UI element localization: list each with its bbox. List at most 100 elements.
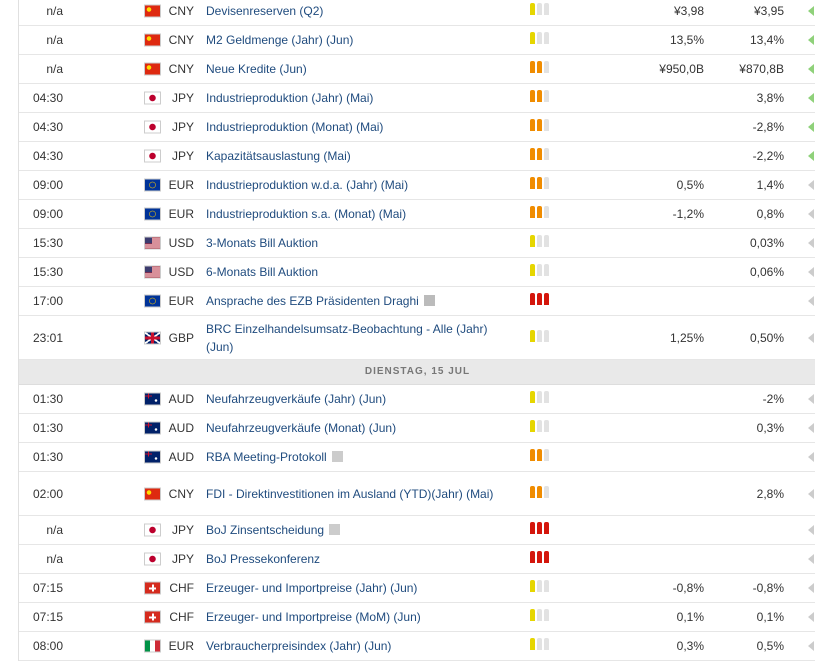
currency: JPY bbox=[171, 120, 194, 134]
event-name[interactable]: RBA Meeting-Protokoll bbox=[206, 448, 511, 466]
event-name[interactable]: 6-Monats Bill Auktion bbox=[206, 265, 319, 279]
forecast: 1,25% bbox=[669, 330, 704, 345]
event-name[interactable]: Kapazitätsauslastung (Mai) bbox=[206, 149, 351, 163]
importance-mark bbox=[530, 580, 535, 595]
previous: 0,06% bbox=[749, 265, 784, 279]
event-name[interactable]: FDI - Direktinvestitionen im Ausland (YT… bbox=[206, 486, 494, 501]
event-row: 02:00 CNY FDI - Direktinvestitionen im Aus… bbox=[19, 472, 815, 516]
previous: -0,8% bbox=[752, 581, 784, 595]
forecast: -0,8% bbox=[672, 581, 704, 595]
event-name[interactable]: Verbraucherpreisindex (Jahr) (Jun) bbox=[206, 639, 392, 653]
event-name[interactable]: Devisenreserven (Q2) bbox=[206, 4, 324, 18]
previous: ¥3,95 bbox=[753, 4, 784, 18]
row-arrow[interactable] bbox=[808, 122, 814, 132]
flag-icon bbox=[145, 34, 160, 46]
event-row: n/a JPY BoJ Pressekonferenz bbox=[19, 545, 815, 574]
time: 01:30 bbox=[32, 392, 63, 406]
importance bbox=[530, 609, 554, 625]
row-arrow[interactable] bbox=[808, 296, 814, 306]
importance bbox=[530, 449, 554, 465]
calendar-table: n/a CNY Devisenreserven (Q2) ¥3,98 ¥3,95 n/a C… bbox=[18, 0, 815, 661]
importance-mark bbox=[537, 391, 542, 406]
row-arrow[interactable] bbox=[808, 151, 814, 161]
event-name[interactable]: BRC Einzelhandelsumsatz-Beobachtung - Al… bbox=[206, 321, 488, 354]
row-arrow[interactable] bbox=[808, 488, 814, 499]
event-name[interactable]: Ansprache des EZB Präsidenten Draghi bbox=[206, 292, 511, 310]
time: 09:00 bbox=[32, 178, 63, 192]
event-name[interactable]: M2 Geldmenge (Jahr) (Jun) bbox=[206, 33, 354, 47]
importance-mark bbox=[537, 522, 542, 537]
importance-mark bbox=[544, 32, 549, 47]
row-arrow[interactable] bbox=[808, 554, 814, 564]
event-name[interactable]: BoJ Pressekonferenz bbox=[206, 552, 321, 566]
row-arrow[interactable] bbox=[808, 6, 814, 16]
importance-mark bbox=[537, 235, 542, 250]
importance-mark bbox=[537, 638, 542, 653]
importance-mark bbox=[537, 420, 542, 435]
event-name[interactable]: Erzeuger- und Importpreise (MoM) (Jun) bbox=[206, 610, 421, 624]
event-name[interactable]: 3-Monats Bill Auktion bbox=[206, 236, 319, 250]
row-arrow[interactable] bbox=[808, 641, 814, 651]
event-name[interactable]: Neue Kredite (Jun) bbox=[206, 62, 307, 76]
event-row: n/a CNY Devisenreserven (Q2) ¥3,98 ¥3,95 bbox=[19, 0, 815, 26]
importance-mark bbox=[530, 420, 535, 435]
flag-icon bbox=[145, 524, 160, 536]
importance-mark bbox=[544, 609, 549, 624]
event-row: 09:00 EUR Industrieproduktion w.d.a. (Jahr… bbox=[19, 171, 815, 200]
event-name[interactable]: Industrieproduktion (Monat) (Mai) bbox=[206, 120, 384, 134]
importance-mark bbox=[537, 449, 542, 464]
currency: AUD bbox=[168, 421, 194, 435]
document-icon bbox=[329, 524, 341, 535]
importance-mark bbox=[530, 449, 535, 464]
time: n/a bbox=[46, 4, 63, 18]
currency: CHF bbox=[169, 610, 194, 624]
row-arrow[interactable] bbox=[808, 612, 814, 622]
event-name[interactable]: Industrieproduktion w.d.a. (Jahr) (Mai) bbox=[206, 178, 409, 192]
row-arrow[interactable] bbox=[808, 267, 814, 277]
importance-mark bbox=[544, 148, 549, 163]
importance-mark bbox=[530, 235, 535, 250]
event-name[interactable]: Neufahrzeugverkäufe (Monat) (Jun) bbox=[206, 421, 397, 435]
importance-mark bbox=[544, 329, 549, 345]
row-arrow[interactable] bbox=[808, 180, 814, 190]
row-arrow[interactable] bbox=[808, 332, 814, 343]
currency: JPY bbox=[171, 91, 194, 105]
importance bbox=[530, 329, 554, 346]
row-arrow[interactable] bbox=[808, 452, 814, 462]
currency: EUR bbox=[168, 178, 194, 192]
row-arrow[interactable] bbox=[808, 423, 814, 433]
importance-mark bbox=[537, 3, 542, 18]
importance-mark bbox=[530, 32, 535, 47]
importance-mark bbox=[530, 177, 535, 192]
row-arrow[interactable] bbox=[808, 93, 814, 103]
importance-mark bbox=[537, 293, 542, 308]
row-arrow[interactable] bbox=[808, 209, 814, 219]
row-arrow[interactable] bbox=[808, 525, 814, 535]
importance bbox=[530, 148, 554, 164]
row-arrow[interactable] bbox=[808, 238, 814, 248]
importance-mark bbox=[530, 522, 535, 537]
event-name[interactable]: Industrieproduktion (Jahr) (Mai) bbox=[206, 91, 374, 105]
event-name[interactable]: BoJ Zinsentscheidung bbox=[206, 521, 511, 539]
flag-icon bbox=[145, 237, 160, 249]
event-row: 01:30 AUD Neufahrzeugverkäufe (Jahr) (Jun)… bbox=[19, 385, 815, 414]
importance bbox=[530, 235, 554, 251]
previous: -2% bbox=[762, 392, 784, 406]
row-arrow[interactable] bbox=[808, 35, 814, 45]
flag-icon bbox=[145, 208, 160, 220]
row-arrow[interactable] bbox=[808, 583, 814, 593]
event-name[interactable]: Neufahrzeugverkäufe (Jahr) (Jun) bbox=[206, 392, 387, 406]
event-name[interactable]: Erzeuger- und Importpreise (Jahr) (Jun) bbox=[206, 581, 418, 595]
row-arrow[interactable] bbox=[808, 64, 814, 74]
row-arrow[interactable] bbox=[808, 394, 814, 404]
importance-mark bbox=[530, 293, 535, 308]
importance-mark bbox=[530, 551, 535, 566]
currency: EUR bbox=[168, 639, 194, 653]
event-row: 01:30 AUD Neufahrzeugverkäufe (Monat) (Jun… bbox=[19, 414, 815, 443]
previous: 0,5% bbox=[756, 639, 784, 653]
currency: GBP bbox=[168, 330, 194, 345]
currency: JPY bbox=[171, 552, 194, 566]
flag-icon bbox=[145, 422, 160, 434]
event-name[interactable]: Industrieproduktion s.a. (Monat) (Mai) bbox=[206, 207, 407, 221]
importance bbox=[530, 522, 554, 538]
